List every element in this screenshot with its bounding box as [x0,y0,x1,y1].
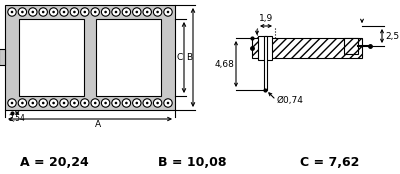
Circle shape [29,99,37,107]
Circle shape [21,11,24,13]
Text: A: A [95,120,101,129]
Circle shape [80,8,89,16]
Circle shape [143,99,151,107]
Circle shape [50,8,58,16]
Circle shape [154,8,162,16]
Circle shape [73,102,76,104]
Circle shape [70,99,79,107]
Circle shape [21,102,24,104]
Circle shape [167,11,169,13]
Circle shape [60,8,68,16]
Circle shape [91,99,100,107]
Circle shape [102,99,110,107]
Bar [258,36,272,60]
Circle shape [42,11,44,13]
Circle shape [52,102,55,104]
Circle shape [52,11,55,13]
Circle shape [122,8,131,16]
Circle shape [32,11,34,13]
Circle shape [136,102,138,104]
Circle shape [84,102,86,104]
Circle shape [112,8,120,16]
Circle shape [133,8,141,16]
Circle shape [112,99,120,107]
Text: B = 10,08: B = 10,08 [158,156,226,168]
Circle shape [8,8,16,16]
Circle shape [146,11,148,13]
Text: 4,68: 4,68 [214,60,234,69]
Circle shape [39,99,48,107]
Circle shape [115,11,117,13]
Circle shape [70,8,79,16]
Bar [96,19,161,96]
Circle shape [102,8,110,16]
Circle shape [125,102,128,104]
Bar [5,5,175,110]
Circle shape [39,8,48,16]
Circle shape [154,99,162,107]
Circle shape [80,99,89,107]
Bar [264,36,267,90]
Circle shape [122,99,131,107]
Circle shape [29,8,37,16]
Circle shape [164,99,172,107]
Bar [19,19,84,96]
Circle shape [91,8,100,16]
Circle shape [164,8,172,16]
Bar [252,38,362,58]
Circle shape [11,102,13,104]
Circle shape [18,99,26,107]
Circle shape [94,102,96,104]
Text: C = 7,62: C = 7,62 [300,156,359,168]
Circle shape [73,11,76,13]
Circle shape [125,11,128,13]
Circle shape [18,8,26,16]
Text: 1,9: 1,9 [259,14,273,23]
Circle shape [32,102,34,104]
Circle shape [167,102,169,104]
Circle shape [94,11,96,13]
Circle shape [104,11,107,13]
Circle shape [156,102,159,104]
Circle shape [84,11,86,13]
Text: Ø0,74: Ø0,74 [277,96,304,105]
Circle shape [50,99,58,107]
Circle shape [136,11,138,13]
Bar [344,38,358,54]
Circle shape [42,102,44,104]
Bar [0,49,5,65]
Circle shape [146,102,148,104]
Circle shape [8,99,16,107]
Text: B: B [186,53,192,62]
Circle shape [11,11,13,13]
Text: C: C [177,53,183,62]
Circle shape [104,102,107,104]
Text: 2,5: 2,5 [385,31,399,41]
Text: 2,54: 2,54 [9,114,26,123]
Circle shape [63,102,65,104]
Circle shape [133,99,141,107]
Circle shape [115,102,117,104]
Text: A = 20,24: A = 20,24 [20,156,89,168]
Circle shape [143,8,151,16]
Circle shape [60,99,68,107]
Circle shape [63,11,65,13]
Circle shape [156,11,159,13]
